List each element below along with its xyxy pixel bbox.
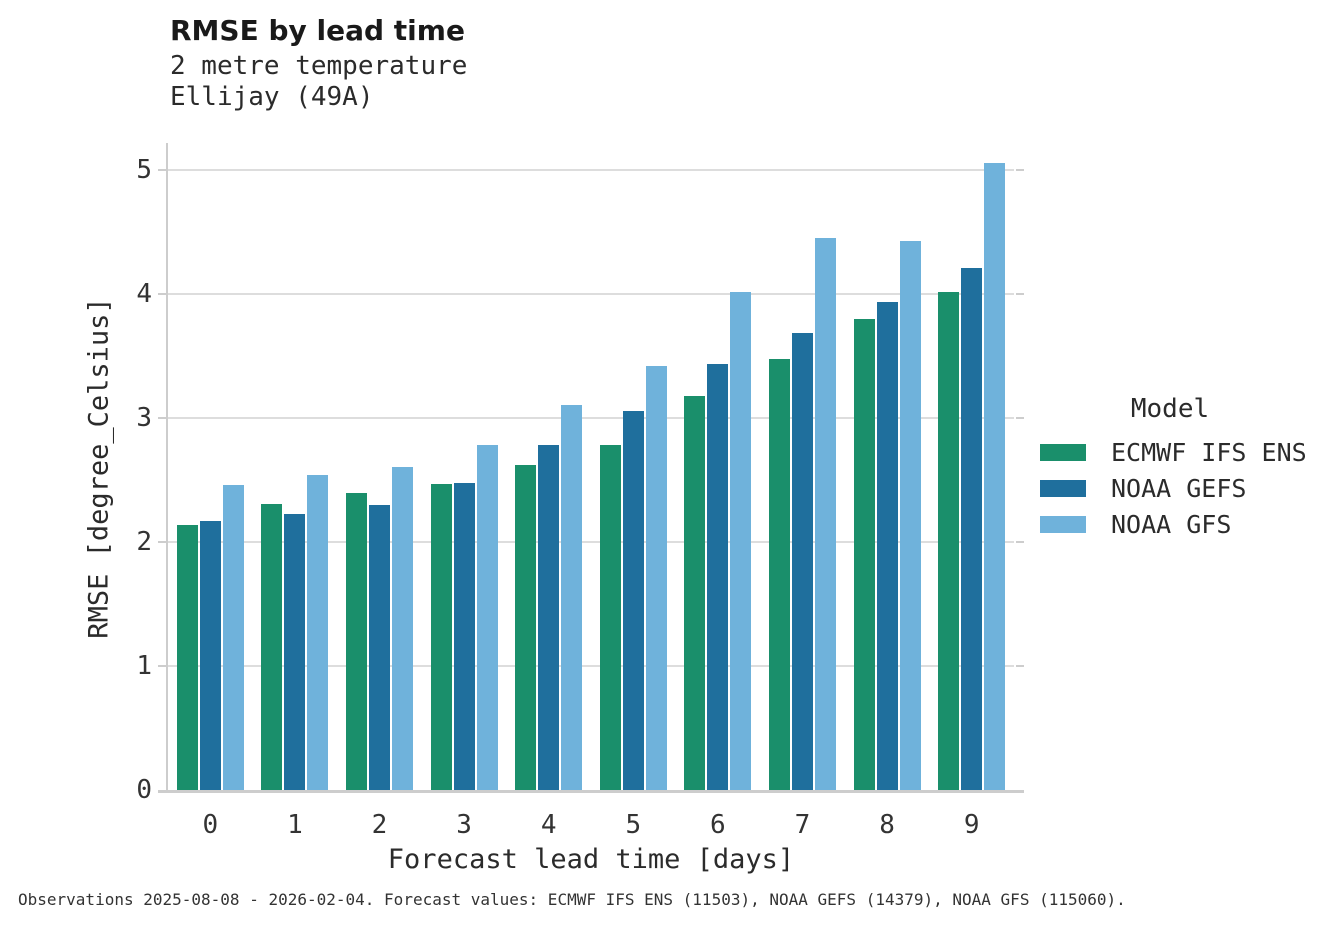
x-tick-label-0: 0 [202,810,219,840]
y-tick-label-5: 5 [136,155,152,186]
bar-ecmwf-ifs-ens-lead-7 [768,358,790,790]
right-tick-y-2 [1016,541,1024,544]
y-axis-title: RMSE [degree_Celsius] [83,297,115,639]
bar-group-lead-7 [768,238,836,790]
gridline-y-4 [168,293,1014,296]
bar-noaa-gefs-lead-3 [453,482,475,790]
right-tick-y-4 [1016,293,1024,296]
bar-noaa-gefs-lead-1 [284,513,306,790]
bar-noaa-gefs-lead-9 [961,268,983,790]
bar-ecmwf-ifs-ens-lead-2 [345,492,367,790]
y-tick-label-2: 2 [136,527,152,558]
bar-noaa-gefs-lead-0 [199,521,221,790]
bar-group-lead-1 [261,475,329,790]
chart-title: RMSE by lead time [170,14,465,47]
subtitle-line-2: Ellijay (49A) [170,82,374,112]
bar-ecmwf-ifs-ens-lead-8 [853,319,875,790]
bar-group-lead-3 [430,445,498,790]
right-tick-y-5 [1016,169,1024,172]
x-axis-title: Forecast lead time [days] [387,844,795,875]
plot-area: 0 1 2 3 4 5 [136,143,1024,805]
bar-noaa-gfs-lead-0 [222,485,244,790]
bar-group-lead-8 [853,240,921,790]
left-tick-y-1 [158,665,166,668]
bar-group-lead-6 [684,291,752,790]
gridline-y-2 [168,541,1014,544]
left-tick-y-4 [158,293,166,296]
bar-noaa-gfs-lead-4 [561,404,583,790]
x-axis-tick-labels: 0 1 2 3 4 5 6 7 8 9 [168,810,1014,840]
left-tick-y-3 [158,417,166,420]
legend-label: NOAA GEFS [1111,474,1247,503]
bar-noaa-gefs-lead-8 [876,301,898,790]
bar-groups [168,143,1014,790]
legend-title: Model [1130,394,1210,424]
bar-group-lead-2 [345,466,413,790]
legend-swatch-icon [1040,444,1086,461]
legend-label: NOAA GFS [1111,510,1232,539]
bar-noaa-gfs-lead-2 [391,466,413,790]
x-tick-label-1: 1 [287,810,303,840]
bar-noaa-gfs-lead-9 [984,162,1006,790]
x-tick-label-3: 3 [456,810,472,840]
legend-swatch-icon [1040,516,1086,533]
right-tick-y-1 [1016,665,1024,668]
x-tick-label-8: 8 [879,810,895,840]
bar-ecmwf-ifs-ens-lead-4 [515,465,537,790]
bar-noaa-gefs-lead-4 [538,445,560,790]
bar-noaa-gfs-lead-1 [307,475,329,790]
y-tick-label-3: 3 [136,403,152,434]
bar-ecmwf-ifs-ens-lead-0 [176,524,198,790]
x-axis-spine [158,790,1024,793]
x-tick-label-2: 2 [371,810,388,840]
bar-ecmwf-ifs-ens-lead-1 [261,503,283,790]
right-tick-y-3 [1016,417,1024,420]
legend-entries: ECMWF IFS ENS NOAA GEFS NOAA GFS [1040,438,1322,539]
footer-caption: Observations 2025-08-08 - 2026-02-04. Fo… [18,890,1126,909]
bar-noaa-gefs-lead-5 [622,410,644,790]
chart-subtitle: 2 metre temperature Ellijay (49A) [170,51,467,113]
bar-ecmwf-ifs-ens-lead-5 [599,445,621,790]
bar-noaa-gefs-lead-2 [368,504,390,790]
x-tick-label-7: 7 [794,810,811,840]
legend-label: ECMWF IFS ENS [1111,438,1307,467]
left-tick-y-2 [158,541,166,544]
bar-noaa-gefs-lead-6 [707,363,729,790]
legend: Model ECMWF IFS ENS NOAA GEFS NOAA GFS [1040,394,1322,548]
y-tick-label-1: 1 [136,651,152,682]
bar-noaa-gfs-lead-3 [476,445,498,790]
y-axis-spine [166,143,168,791]
bar-noaa-gfs-lead-8 [899,240,921,790]
bar-ecmwf-ifs-ens-lead-9 [938,291,960,790]
bar-group-lead-9 [938,162,1006,790]
legend-entry-noaa-gefs: NOAA GEFS [1040,474,1322,503]
bar-noaa-gfs-lead-5 [645,366,667,790]
x-tick-label-9: 9 [963,810,980,840]
bar-group-lead-5 [599,366,667,790]
gridline-y-3 [168,417,1014,420]
bar-noaa-gfs-lead-7 [814,238,836,790]
subtitle-line-1: 2 metre temperature [170,51,468,81]
bar-group-lead-4 [515,404,583,790]
bar-group-lead-0 [176,485,244,790]
legend-swatch-icon [1040,480,1086,497]
bar-ecmwf-ifs-ens-lead-6 [684,395,706,790]
gridline-y-1 [168,665,1014,668]
bar-ecmwf-ifs-ens-lead-3 [430,483,452,790]
left-tick-y-5 [158,169,166,172]
x-tick-label-5: 5 [625,810,642,840]
y-tick-label-0: 0 [136,775,152,805]
bar-noaa-gefs-lead-7 [791,332,813,790]
bar-noaa-gfs-lead-6 [730,291,752,790]
legend-entry-noaa-gfs: NOAA GFS [1040,510,1322,539]
gridline-y-5 [168,169,1014,172]
x-tick-label-4: 4 [540,810,557,840]
legend-entry-ecmwf-ifs-ens: ECMWF IFS ENS [1040,438,1322,467]
x-tick-label-6: 6 [710,810,726,840]
y-tick-label-4: 4 [136,279,152,310]
